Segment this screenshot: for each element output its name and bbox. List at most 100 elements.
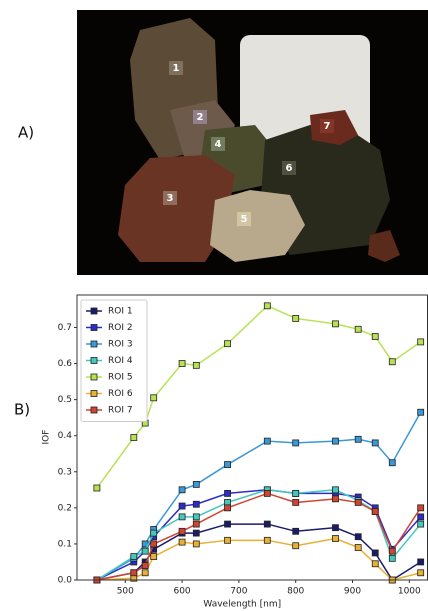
y-tick-label: 0.4 (58, 431, 73, 441)
y-axis-label: IOF (42, 430, 52, 445)
point (94, 485, 100, 491)
point (372, 508, 378, 514)
legend-label: ROI 3 (108, 340, 133, 350)
y-tick-label: 0.2 (58, 503, 72, 513)
point (418, 339, 424, 345)
point (151, 554, 157, 560)
y-tick-label: 0.3 (58, 467, 72, 477)
point (332, 496, 338, 502)
legend: ROI 1ROI 2ROI 3ROI 4ROI 5ROI 6ROI 7 (81, 300, 147, 422)
x-tick-label: 900 (344, 587, 361, 597)
y-tick-label: 0.0 (58, 576, 73, 586)
point (332, 321, 338, 327)
point (389, 460, 395, 466)
point (225, 505, 231, 511)
point (372, 550, 378, 556)
roi-label: 3 (167, 193, 174, 204)
point (418, 570, 424, 576)
point (225, 490, 231, 496)
point (225, 341, 231, 347)
roi-label: 4 (215, 139, 222, 150)
y-tick-label: 0.5 (58, 395, 72, 405)
point (293, 543, 299, 549)
roi-label: 7 (324, 121, 331, 132)
legend-marker (91, 391, 97, 397)
point (293, 315, 299, 321)
legend-marker (91, 341, 97, 347)
x-tick-label: 500 (117, 587, 134, 597)
point (389, 555, 395, 561)
point (151, 530, 157, 536)
point (179, 503, 185, 509)
legend-marker (91, 374, 97, 380)
point (131, 435, 137, 441)
point (131, 570, 137, 576)
chart: 0.00.10.20.30.40.50.60.75006007008009001… (42, 295, 428, 610)
page: {"panel_labels": ["A)", "B)"], "roi_labe… (0, 0, 428, 611)
x-tick-label: 600 (173, 587, 190, 597)
point (193, 514, 199, 520)
legend-label: ROI 5 (108, 373, 133, 383)
point (372, 333, 378, 339)
point (151, 541, 157, 547)
point (372, 440, 378, 446)
point (418, 559, 424, 565)
legend-label: ROI 4 (108, 356, 133, 366)
point (151, 395, 157, 401)
point (142, 548, 148, 554)
roi-label: 1 (173, 63, 180, 74)
point (355, 326, 361, 332)
legend-label: ROI 7 (108, 406, 133, 416)
point (355, 436, 361, 442)
point (293, 499, 299, 505)
legend-label: ROI 1 (108, 307, 133, 317)
point (332, 525, 338, 531)
y-tick-label: 0.7 (58, 323, 72, 333)
point (193, 362, 199, 368)
point (131, 554, 137, 560)
point (179, 539, 185, 545)
point (179, 528, 185, 534)
point (193, 481, 199, 487)
legend-marker (91, 407, 97, 413)
point (293, 528, 299, 534)
point (293, 490, 299, 496)
point (193, 501, 199, 507)
point (372, 561, 378, 567)
point (225, 521, 231, 527)
point (332, 536, 338, 542)
point (179, 487, 185, 493)
roi-label: 6 (286, 163, 293, 174)
roi-label: 2 (197, 112, 204, 123)
x-tick-label: 1000 (398, 587, 421, 597)
point (179, 514, 185, 520)
point (418, 505, 424, 511)
point (193, 521, 199, 527)
point (142, 570, 148, 576)
point (389, 548, 395, 554)
x-tick-label: 800 (287, 587, 304, 597)
point (225, 462, 231, 468)
point (418, 514, 424, 520)
photo: 1 2 3 4 5 6 7 (77, 10, 428, 275)
point (355, 545, 361, 551)
legend-marker (91, 308, 97, 314)
y-tick-label: 0.1 (58, 539, 72, 549)
y-tick-label: 0.6 (58, 359, 73, 369)
point (332, 438, 338, 444)
point (264, 521, 270, 527)
point (264, 438, 270, 444)
figure: A) B) 1 2 3 4 5 6 7 0.00.10.20.30.40.50 (0, 0, 428, 611)
point (293, 440, 299, 446)
point (193, 530, 199, 536)
point (193, 541, 199, 547)
point (264, 490, 270, 496)
point (179, 361, 185, 367)
x-axis-label: Wavelength [nm] (203, 600, 281, 610)
point (355, 499, 361, 505)
point (225, 537, 231, 543)
point (142, 563, 148, 569)
point (389, 359, 395, 365)
panel-label: A) (18, 124, 34, 142)
legend-label: ROI 2 (108, 323, 133, 333)
